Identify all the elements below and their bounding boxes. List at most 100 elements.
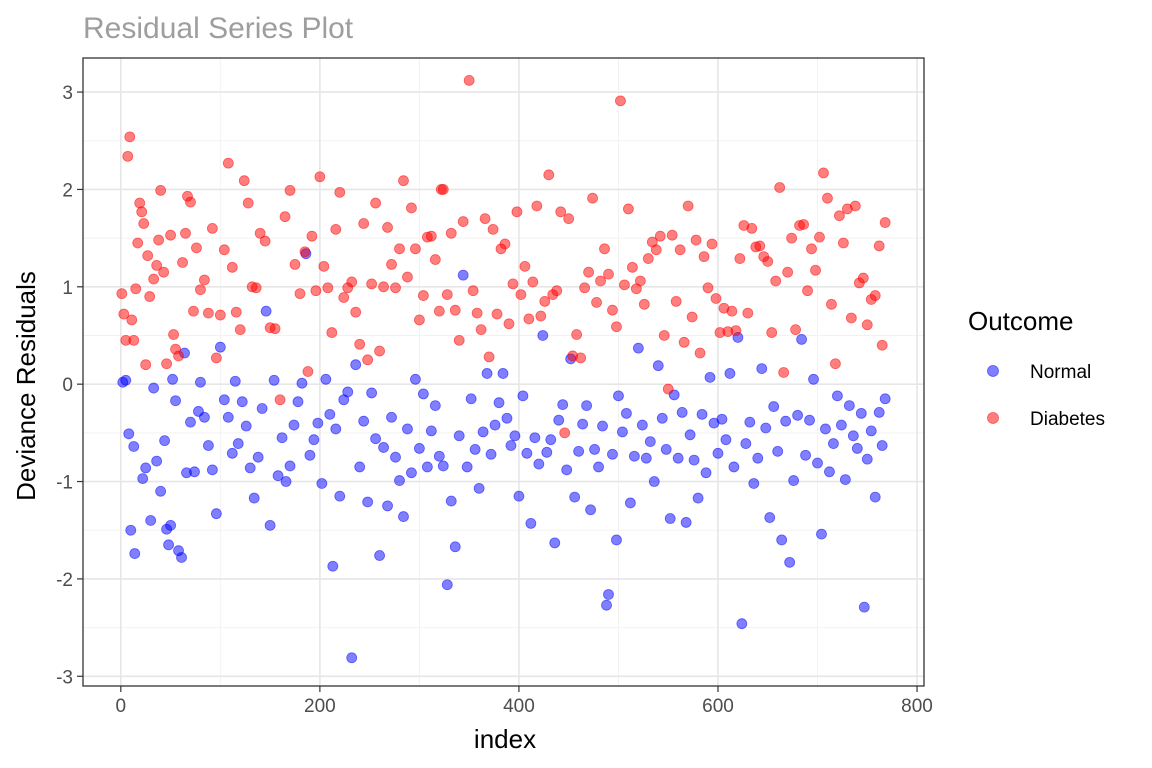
- data-point-normal: [776, 534, 788, 546]
- data-point-normal: [869, 491, 881, 503]
- data-point-normal: [394, 475, 405, 486]
- axis-ticks: 0 200 400 600 800 -3 -2 -1 0 1 2 3: [56, 83, 933, 717]
- data-point-normal: [167, 373, 178, 385]
- data-point-normal: [125, 524, 137, 536]
- data-point-normal: [140, 462, 152, 474]
- data-point-diabetes: [730, 325, 742, 337]
- data-point-diabetes: [690, 234, 702, 246]
- data-point-diabetes: [634, 275, 646, 287]
- data-point-normal: [320, 373, 332, 385]
- series-diabetes: [116, 74, 891, 439]
- data-point-normal: [176, 552, 187, 563]
- data-point-diabetes: [188, 305, 199, 317]
- data-point-diabetes: [706, 238, 718, 250]
- y-tick-label: 3: [62, 83, 73, 104]
- data-point-normal: [358, 415, 370, 427]
- data-point-diabetes: [539, 296, 551, 307]
- data-point-normal: [252, 451, 264, 463]
- data-point-normal: [525, 518, 537, 529]
- data-point-diabetes: [410, 243, 421, 255]
- legend-label-diabetes: Diabetes: [1030, 409, 1105, 430]
- data-point-normal: [796, 333, 807, 345]
- data-point-normal: [256, 403, 268, 414]
- data-point-diabetes: [479, 213, 491, 225]
- data-point-normal: [521, 447, 533, 459]
- data-point-diabetes: [151, 259, 163, 271]
- data-point-diabetes: [445, 227, 457, 239]
- data-point-diabetes: [326, 327, 338, 338]
- data-point-normal: [370, 433, 382, 445]
- data-point-normal: [189, 466, 200, 478]
- data-point-normal: [800, 449, 811, 461]
- data-point-diabetes: [153, 234, 165, 246]
- data-point-normal: [222, 411, 234, 423]
- data-point-normal: [453, 430, 465, 442]
- data-point-diabetes: [734, 253, 746, 264]
- data-point-diabetes: [491, 308, 503, 320]
- data-point-diabetes: [191, 242, 202, 254]
- data-point-diabetes: [666, 229, 678, 241]
- data-point-normal: [585, 504, 596, 516]
- data-point-normal: [748, 478, 760, 489]
- data-point-diabetes: [294, 288, 306, 300]
- chart-title: Residual Series Plot: [83, 12, 354, 45]
- data-point-normal: [696, 408, 708, 420]
- data-point-diabetes: [259, 235, 271, 247]
- data-point-diabetes: [742, 307, 754, 319]
- data-point-normal: [324, 408, 336, 420]
- data-point-diabetes: [226, 261, 238, 273]
- data-point-diabetes: [778, 367, 790, 378]
- data-point-diabetes: [814, 231, 825, 243]
- data-point-normal: [366, 387, 378, 399]
- data-point-normal: [736, 618, 748, 630]
- data-point-normal: [473, 482, 485, 494]
- data-point-diabetes: [140, 359, 152, 371]
- data-point-diabetes: [144, 291, 156, 302]
- data-point-normal: [296, 377, 308, 389]
- data-point-diabetes: [161, 358, 173, 370]
- data-point-diabetes: [234, 324, 246, 336]
- data-point-normal: [120, 374, 132, 386]
- data-point-diabetes: [206, 222, 218, 234]
- data-point-diabetes: [571, 329, 583, 340]
- data-point-diabetes: [199, 274, 210, 286]
- data-point-normal: [346, 652, 358, 664]
- data-point-diabetes: [619, 279, 630, 291]
- data-point-normal: [628, 450, 640, 462]
- data-point-diabetes: [310, 285, 322, 297]
- data-point-diabetes: [429, 254, 441, 265]
- data-point-normal: [843, 400, 855, 411]
- x-tick-label: 600: [702, 696, 734, 717]
- data-point-diabetes: [433, 305, 445, 317]
- x-tick-label: 400: [503, 696, 535, 717]
- data-point-normal: [386, 411, 397, 423]
- data-point-diabetes: [822, 192, 833, 204]
- data-point-normal: [437, 460, 449, 472]
- plot-frame: [82, 57, 925, 687]
- data-point-normal: [545, 434, 557, 446]
- data-point-diabetes: [726, 305, 738, 317]
- data-point-normal: [561, 464, 573, 476]
- data-point-diabetes: [398, 175, 409, 187]
- data-point-normal: [660, 444, 672, 455]
- data-point-diabetes: [611, 321, 622, 333]
- data-point-normal: [700, 467, 712, 479]
- data-point-normal: [589, 444, 600, 455]
- data-point-normal: [229, 375, 241, 387]
- data-point-normal: [481, 368, 493, 379]
- data-point-normal: [280, 476, 292, 487]
- data-point-normal: [433, 450, 445, 462]
- data-point-normal: [327, 560, 339, 572]
- data-point-diabetes: [810, 264, 821, 276]
- data-point-normal: [597, 420, 608, 432]
- data-point-normal: [517, 390, 529, 402]
- data-point-diabetes: [527, 276, 539, 288]
- data-point-normal: [764, 512, 776, 523]
- data-point-diabetes: [555, 206, 567, 218]
- data-point-normal: [457, 269, 469, 281]
- data-point-diabetes: [463, 74, 475, 86]
- data-point-normal: [873, 407, 885, 418]
- data-point-normal: [210, 508, 222, 520]
- data-point-normal: [195, 376, 206, 388]
- data-point-diabetes: [254, 227, 266, 239]
